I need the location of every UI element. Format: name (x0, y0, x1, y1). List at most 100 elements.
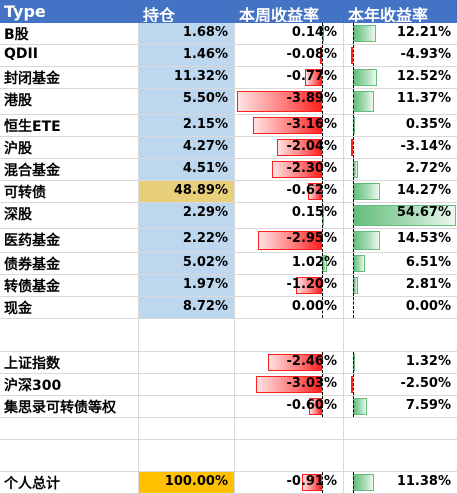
type-cell[interactable] (0, 418, 139, 440)
type-cell[interactable]: QDII (0, 45, 139, 67)
week-return-cell[interactable] (235, 440, 344, 472)
holding-cell[interactable] (139, 396, 235, 418)
type-cell[interactable]: 港股 (0, 89, 139, 115)
year-return-cell[interactable]: -4.93% (344, 45, 457, 67)
week-return-cell[interactable]: -2.46% (235, 352, 344, 374)
year-return-cell[interactable]: 14.53% (344, 229, 457, 253)
week-return-cell[interactable]: -3.89% (235, 89, 344, 115)
week-return-cell[interactable]: -0.08% (235, 45, 344, 67)
type-label: 可转债 (4, 185, 46, 201)
year-return-cell[interactable]: 2.72% (344, 159, 457, 181)
table-row (0, 418, 457, 440)
year-return-bar (353, 183, 380, 200)
year-return-cell[interactable]: -2.50% (344, 374, 457, 396)
year-return-cell[interactable]: 12.21% (344, 23, 457, 45)
week-return-cell[interactable]: -1.20% (235, 275, 344, 297)
week-return-cell[interactable]: 0.15% (235, 203, 344, 229)
year-return-cell[interactable]: 14.27% (344, 181, 457, 203)
year-return-cell[interactable]: -3.14% (344, 137, 457, 159)
type-cell[interactable] (0, 319, 139, 352)
year-return-axis (353, 181, 354, 202)
year-return-axis (353, 159, 354, 180)
type-cell[interactable]: B股 (0, 23, 139, 45)
holding-cell[interactable]: 8.72% (139, 297, 235, 319)
holding-cell[interactable]: 5.50% (139, 89, 235, 115)
type-cell[interactable] (0, 440, 139, 472)
week-return-cell[interactable]: -0.62% (235, 181, 344, 203)
type-cell[interactable]: 上证指数 (0, 352, 139, 374)
year-return-cell[interactable]: 6.51% (344, 253, 457, 275)
week-return-cell[interactable]: 0.00% (235, 297, 344, 319)
week-return-cell[interactable]: -2.95% (235, 229, 344, 253)
holding-cell[interactable]: 4.51% (139, 159, 235, 181)
year-return-value: 1.32% (405, 354, 451, 369)
type-cell[interactable]: 沪深300 (0, 374, 139, 396)
holding-cell[interactable]: 2.15% (139, 115, 235, 137)
column-header[interactable]: 持仓 (139, 0, 235, 23)
year-return-cell[interactable]: 11.37% (344, 89, 457, 115)
week-return-cell[interactable] (235, 418, 344, 440)
year-return-cell[interactable] (344, 418, 457, 440)
column-header[interactable]: 本年收益率 (344, 0, 457, 23)
holding-value: 5.50% (182, 91, 228, 106)
type-cell[interactable]: 债券基金 (0, 253, 139, 275)
year-return-value: 12.52% (396, 69, 451, 84)
type-cell[interactable]: 可转债 (0, 181, 139, 203)
year-return-axis (353, 396, 354, 417)
year-return-cell[interactable]: 12.52% (344, 67, 457, 89)
year-return-cell[interactable] (344, 440, 457, 472)
week-return-cell[interactable]: 1.02% (235, 253, 344, 275)
holding-cell[interactable]: 11.32% (139, 67, 235, 89)
type-cell[interactable]: 封闭基金 (0, 67, 139, 89)
week-return-cell[interactable]: -2.04% (235, 137, 344, 159)
column-header[interactable]: 本周收益率 (235, 0, 344, 23)
type-cell[interactable]: 深股 (0, 203, 139, 229)
holding-cell[interactable] (139, 374, 235, 396)
type-cell[interactable]: 混合基金 (0, 159, 139, 181)
week-return-cell[interactable] (235, 319, 344, 352)
holding-cell[interactable]: 5.02% (139, 253, 235, 275)
week-return-cell[interactable]: -3.16% (235, 115, 344, 137)
type-cell[interactable]: 转债基金 (0, 275, 139, 297)
holding-cell[interactable]: 48.89% (139, 181, 235, 203)
holding-cell[interactable] (139, 352, 235, 374)
week-return-cell[interactable]: -3.03% (235, 374, 344, 396)
holding-value: 2.22% (182, 231, 228, 246)
holding-cell[interactable]: 1.97% (139, 275, 235, 297)
year-return-bar (353, 25, 376, 42)
column-header[interactable]: Type (0, 0, 139, 23)
type-cell[interactable]: 现金 (0, 297, 139, 319)
year-return-cell[interactable] (344, 319, 457, 352)
type-cell[interactable]: 医药基金 (0, 229, 139, 253)
holding-cell[interactable]: 2.22% (139, 229, 235, 253)
holding-cell[interactable] (139, 319, 235, 352)
year-return-cell[interactable]: 2.81% (344, 275, 457, 297)
year-return-cell[interactable]: 54.67% (344, 203, 457, 229)
holding-cell[interactable]: 1.68% (139, 23, 235, 45)
holding-cell[interactable]: 100.00% (139, 472, 235, 494)
year-return-cell[interactable]: 0.35% (344, 115, 457, 137)
holding-cell[interactable]: 2.29% (139, 203, 235, 229)
holding-cell[interactable] (139, 440, 235, 472)
holding-cell[interactable]: 1.46% (139, 45, 235, 67)
year-return-cell[interactable]: 1.32% (344, 352, 457, 374)
type-cell[interactable]: 个人总计 (0, 472, 139, 494)
type-cell[interactable]: 恒生ETE (0, 115, 139, 137)
year-return-bar (351, 139, 353, 156)
year-return-cell[interactable]: 0.00% (344, 297, 457, 319)
week-return-value: -3.16% (286, 117, 338, 132)
week-return-cell[interactable]: 0.14% (235, 23, 344, 45)
type-label: 医药基金 (4, 233, 60, 249)
week-return-cell[interactable]: -0.60% (235, 396, 344, 418)
holding-value: 1.46% (182, 47, 228, 62)
week-return-cell[interactable]: -2.30% (235, 159, 344, 181)
holding-cell[interactable] (139, 418, 235, 440)
week-return-cell[interactable]: -0.91% (235, 472, 344, 494)
year-return-cell[interactable]: 11.38% (344, 472, 457, 494)
type-cell[interactable]: 沪股 (0, 137, 139, 159)
type-cell[interactable]: 集思录可转债等权 (0, 396, 139, 418)
year-return-cell[interactable]: 7.59% (344, 396, 457, 418)
holding-cell[interactable]: 4.27% (139, 137, 235, 159)
week-return-cell[interactable]: -0.77% (235, 67, 344, 89)
week-return-axis (322, 396, 323, 417)
